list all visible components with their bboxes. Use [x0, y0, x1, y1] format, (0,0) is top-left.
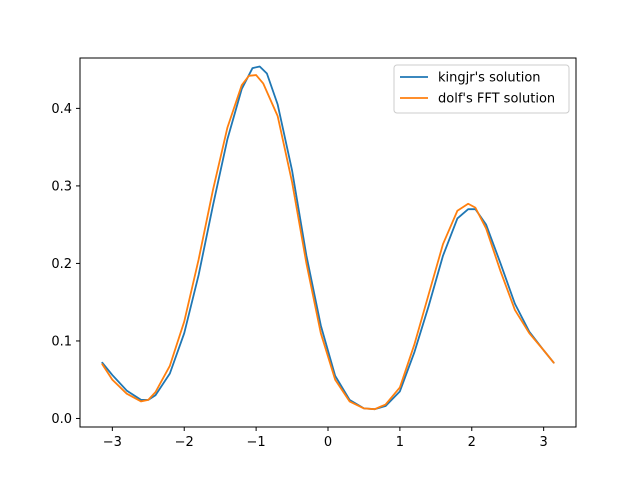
legend-label-2: dolf's FFT solution [438, 92, 555, 107]
x-tick-label: −2 [175, 435, 194, 450]
x-tick-label: −3 [103, 435, 122, 450]
y-tick-label: 0.4 [51, 102, 72, 117]
y-tick-label: 0.3 [51, 179, 72, 194]
legend-label-1: kingjr's solution [438, 71, 541, 86]
series-layer [101, 65, 555, 411]
x-axis-ticks: −3 −2 −1 0 1 2 3 [103, 427, 548, 450]
x-tick-label: 1 [396, 435, 404, 450]
legend: kingjr's solution dolf's FFT solution [393, 64, 570, 114]
y-tick-label: 0.2 [51, 257, 72, 272]
x-tick-label: 3 [540, 435, 548, 450]
x-tick-label: −1 [247, 435, 266, 450]
y-axis-ticks: 0.0 0.1 0.2 0.3 0.4 [51, 102, 80, 427]
y-tick-label: 0.0 [51, 412, 72, 427]
y-tick-label: 0.1 [51, 334, 72, 349]
legend-box [393, 64, 570, 114]
x-tick-label: 0 [324, 435, 332, 450]
x-tick-label: 2 [468, 435, 476, 450]
series-line-2 [101, 74, 555, 411]
